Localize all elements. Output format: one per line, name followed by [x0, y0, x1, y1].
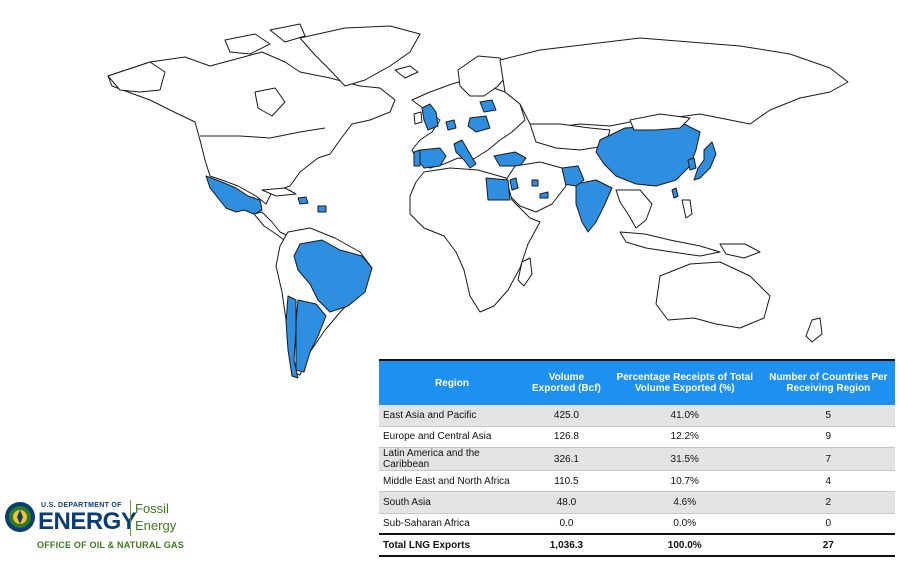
greenland	[299, 25, 421, 87]
portugal	[413, 149, 421, 167]
row-countries: 5	[761, 405, 895, 427]
china	[595, 121, 701, 187]
ireland	[413, 111, 423, 125]
chile	[285, 295, 299, 379]
canada-us-border	[200, 127, 326, 139]
row-countries: 2	[761, 491, 895, 514]
header-countries: Number of Countries Per Receiving Region	[769, 372, 888, 394]
scandinavia	[457, 55, 511, 97]
table-row: East Asia and Pacific 425.0 41.0% 5	[379, 405, 895, 427]
row-percentage: 41.0%	[607, 405, 762, 427]
italy	[453, 139, 477, 169]
table-row: Middle East and North Africa 110.5 10.7%…	[379, 470, 895, 493]
logo-energy: ENERGY	[38, 508, 137, 535]
india	[575, 179, 613, 233]
table-row: Sub-Saharan Africa 0.0 0.0% 0	[379, 513, 895, 535]
new-guinea	[719, 243, 761, 259]
hudson-bay	[254, 87, 286, 117]
arctic-island-1	[224, 33, 271, 55]
row-percentage: 0.0%	[607, 513, 762, 535]
turkey	[493, 151, 527, 167]
mongolia	[629, 113, 691, 131]
lng-exports-table: Region Volume Exported (Bcf) Percentage …	[379, 359, 895, 557]
row-volume: 326.1	[525, 447, 608, 472]
japan	[693, 141, 717, 181]
header-volume: Volume Exported (Bcf)	[531, 372, 601, 394]
row-region: Middle East and North Africa	[379, 470, 525, 493]
indonesia	[619, 231, 721, 257]
alaska	[107, 61, 166, 93]
row-countries: 9	[761, 426, 895, 449]
dominican-republic	[297, 196, 309, 205]
madagascar	[517, 257, 533, 287]
row-volume: 110.5	[525, 470, 608, 493]
kuwait	[531, 179, 539, 187]
row-percentage: 31.5%	[607, 447, 762, 472]
logo-fossil-energy: Fossil Energy	[135, 500, 176, 534]
logo-office: OFFICE OF OIL & NATURAL GAS	[37, 540, 184, 550]
row-percentage: 10.7%	[607, 470, 762, 493]
row-region: East Asia and Pacific	[379, 405, 525, 427]
total-percentage: 100.0%	[607, 533, 762, 557]
row-region: Europe and Central Asia	[379, 426, 525, 449]
southeast-asia	[615, 189, 653, 229]
cuba	[261, 187, 297, 197]
table-row: South Asia 48.0 4.6% 2	[379, 491, 895, 514]
egypt	[485, 177, 511, 201]
logo-fossil: Fossil	[135, 501, 169, 516]
australia	[655, 261, 771, 329]
philippines	[681, 199, 693, 219]
row-volume: 425.0	[525, 405, 608, 427]
table-row: Latin America and the Caribbean 326.1 31…	[379, 447, 895, 472]
north-america-landmass	[107, 51, 396, 205]
logo-divider	[130, 500, 131, 536]
uae	[539, 191, 549, 199]
iceland	[394, 65, 419, 79]
jordan	[509, 177, 519, 191]
row-volume: 126.8	[525, 426, 608, 449]
puerto-rico	[317, 205, 327, 213]
row-volume: 0.0	[525, 513, 608, 535]
central-america	[253, 211, 289, 241]
united-kingdom	[421, 103, 439, 131]
row-countries: 0	[761, 513, 895, 535]
row-countries: 7	[761, 447, 895, 472]
total-volume: 1,036.3	[525, 533, 608, 557]
lithuania	[479, 99, 497, 113]
header-region: Region	[435, 377, 469, 389]
new-zealand	[805, 317, 823, 343]
logo-department: U.S. DEPARTMENT OF	[41, 502, 122, 509]
table-header-row: Region Volume Exported (Bcf) Percentage …	[379, 360, 895, 405]
logo-energy-word: Energy	[135, 518, 177, 533]
brazil	[293, 239, 373, 313]
header-percentage: Percentage Receipts of Total Volume Expo…	[616, 372, 753, 394]
total-countries: 27	[761, 533, 895, 557]
lng-exports-table-container: Region Volume Exported (Bcf) Percentage …	[379, 359, 895, 557]
row-region: Latin America and the Caribbean	[379, 447, 525, 472]
russia	[499, 37, 849, 129]
taiwan	[671, 187, 679, 199]
row-volume: 48.0	[525, 491, 608, 514]
total-row: Total LNG Exports 1,036.3 100.0% 27	[379, 533, 895, 557]
netherlands	[445, 119, 457, 131]
row-percentage: 12.2%	[607, 426, 762, 449]
row-percentage: 4.6%	[607, 491, 762, 514]
poland	[467, 115, 491, 133]
south-korea	[687, 157, 697, 171]
arctic-island-2	[269, 23, 306, 43]
doe-seal-icon	[5, 502, 35, 532]
row-region: South Asia	[379, 491, 525, 514]
row-region: Sub-Saharan Africa	[379, 513, 525, 535]
row-countries: 4	[761, 470, 895, 493]
doe-fossil-energy-logo: U.S. DEPARTMENT OF ENERGY Fossil Energy …	[4, 497, 194, 557]
total-region: Total LNG Exports	[379, 533, 525, 557]
table-row: Europe and Central Asia 126.8 12.2% 9	[379, 426, 895, 449]
